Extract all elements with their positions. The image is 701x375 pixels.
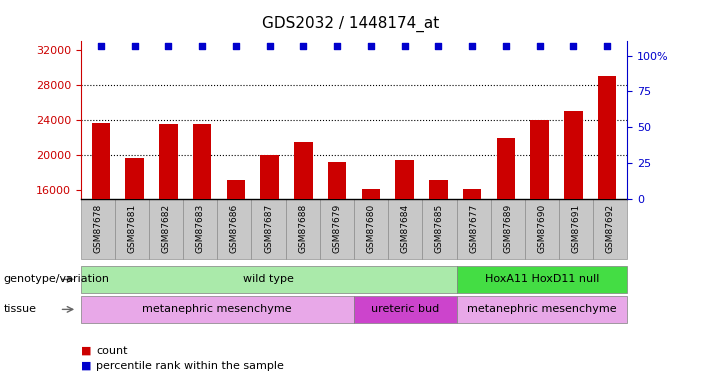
Bar xyxy=(531,120,549,199)
Text: metanephric mesenchyme: metanephric mesenchyme xyxy=(142,304,292,314)
Text: tissue: tissue xyxy=(4,304,36,314)
Text: ureteric bud: ureteric bud xyxy=(371,304,440,314)
Point xyxy=(298,43,309,49)
Text: GSM87677: GSM87677 xyxy=(469,204,478,254)
Text: GSM87678: GSM87678 xyxy=(93,204,102,254)
Text: GSM87679: GSM87679 xyxy=(332,204,341,254)
Text: GDS2032 / 1448174_at: GDS2032 / 1448174_at xyxy=(262,16,439,33)
Bar xyxy=(429,180,448,199)
Text: GSM87681: GSM87681 xyxy=(128,204,137,254)
Bar xyxy=(463,189,482,199)
Text: GSM87682: GSM87682 xyxy=(161,204,170,254)
Point xyxy=(129,43,140,49)
Text: percentile rank within the sample: percentile rank within the sample xyxy=(96,361,284,370)
Text: ■: ■ xyxy=(81,346,91,355)
Point xyxy=(264,43,275,49)
Point xyxy=(467,43,478,49)
Point xyxy=(601,43,613,49)
Text: GSM87690: GSM87690 xyxy=(538,204,547,254)
Bar xyxy=(564,111,583,199)
Bar xyxy=(260,155,279,199)
Text: wild type: wild type xyxy=(243,274,294,284)
Text: metanephric mesenchyme: metanephric mesenchyme xyxy=(467,304,617,314)
Text: GSM87689: GSM87689 xyxy=(503,204,512,254)
Point xyxy=(163,43,174,49)
Text: GSM87684: GSM87684 xyxy=(401,204,410,254)
Text: GSM87687: GSM87687 xyxy=(264,204,273,254)
Text: GSM87692: GSM87692 xyxy=(606,204,615,254)
Bar xyxy=(92,123,110,199)
Text: GSM87685: GSM87685 xyxy=(435,204,444,254)
Text: GSM87691: GSM87691 xyxy=(571,204,580,254)
Point xyxy=(365,43,376,49)
Bar xyxy=(496,138,515,199)
Point xyxy=(534,43,545,49)
Bar xyxy=(328,162,346,199)
Point xyxy=(568,43,579,49)
Point xyxy=(95,43,107,49)
Bar xyxy=(395,160,414,199)
Point xyxy=(332,43,343,49)
Text: GSM87680: GSM87680 xyxy=(367,204,376,254)
Bar xyxy=(226,180,245,199)
Bar xyxy=(362,189,380,199)
Text: GSM87688: GSM87688 xyxy=(298,204,307,254)
Point xyxy=(230,43,241,49)
Bar xyxy=(598,76,616,199)
Bar xyxy=(125,158,144,199)
Text: HoxA11 HoxD11 null: HoxA11 HoxD11 null xyxy=(485,274,599,284)
Bar xyxy=(159,124,177,199)
Bar xyxy=(294,142,313,199)
Bar xyxy=(193,124,212,199)
Text: GSM87686: GSM87686 xyxy=(230,204,239,254)
Point xyxy=(433,43,444,49)
Point xyxy=(501,43,512,49)
Text: ■: ■ xyxy=(81,361,91,370)
Text: count: count xyxy=(96,346,128,355)
Text: GSM87683: GSM87683 xyxy=(196,204,205,254)
Point xyxy=(399,43,410,49)
Text: genotype/variation: genotype/variation xyxy=(4,274,109,284)
Point xyxy=(196,43,207,49)
